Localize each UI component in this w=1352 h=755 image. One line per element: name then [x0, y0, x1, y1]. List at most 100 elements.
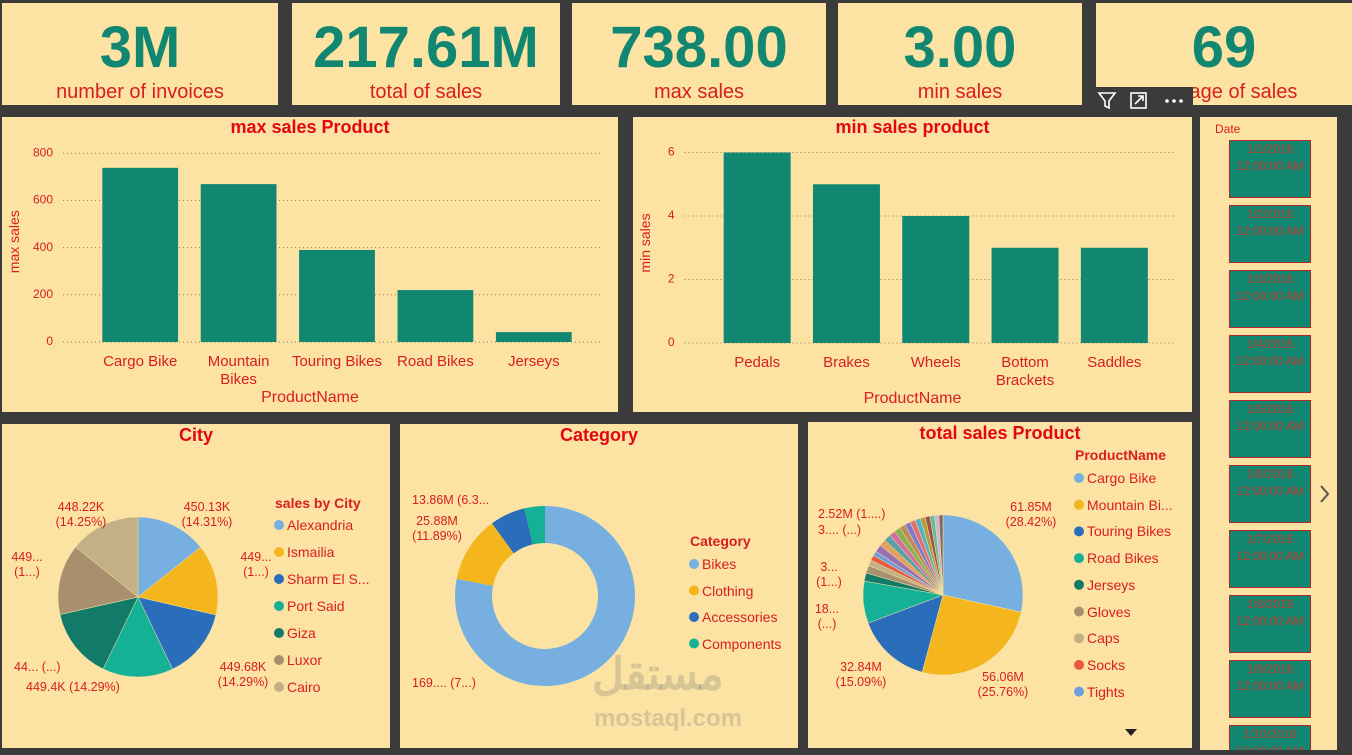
legend-marker [1074, 633, 1084, 644]
scroll-arrow[interactable] [1318, 483, 1332, 505]
kpi-value: 3.00 [903, 15, 1017, 80]
donut-panel-svg [455, 506, 699, 686]
slicer-item[interactable]: 1/3/2016 12:00:00 AM [1229, 270, 1311, 328]
pie-slice [867, 594, 944, 673]
x-tick-label: Road Bikes [397, 353, 474, 370]
legend-marker [1074, 579, 1084, 590]
y-tick-label: 4 [668, 208, 675, 222]
visual-toolbar[interactable] [1093, 87, 1193, 113]
watermark-latin: mostaql.com [594, 705, 743, 732]
legend-marker [1074, 526, 1084, 537]
more-dot[interactable] [1172, 99, 1176, 103]
slicer-item[interactable]: 1/6/2016 12:00:00 AM [1229, 465, 1311, 523]
legend-marker [274, 547, 284, 557]
more-dot[interactable] [1165, 99, 1169, 103]
pie-slice [75, 516, 139, 598]
slicer-item[interactable]: 1/4/2016 12:00:00 AM [1229, 335, 1311, 393]
legend-label: Port Said [287, 598, 345, 614]
slicer-title: Date [1215, 122, 1241, 136]
y-tick-label: 2 [668, 272, 675, 286]
legend-label: Cairo [287, 679, 321, 695]
legend-label: Tights [1087, 683, 1125, 700]
x-tick-label: Bottom Brackets [995, 354, 1055, 389]
legend-label: Components [702, 635, 782, 652]
legend-title: sales by City [275, 495, 361, 511]
pie-slice [455, 506, 635, 686]
legend-title: Category [690, 533, 751, 549]
legend-label: Clothing [702, 582, 754, 599]
bar [397, 290, 474, 342]
slicer-item[interactable]: 1/8/2016 12:00:00 AM [1229, 595, 1311, 653]
bar-panel-svg: 0 200 400 600 800 max sales [6, 145, 600, 348]
pie-slice [59, 596, 139, 670]
bar [723, 152, 791, 343]
chart-title: Category [559, 425, 639, 445]
date-slicer: Date 1/1/2016 12:00:00 AM 1/2/2016 12:00:0… [1200, 117, 1337, 750]
legend-label: Socks [1087, 656, 1126, 673]
more-dot[interactable] [1179, 99, 1183, 103]
legend-marker [1074, 686, 1084, 697]
bar-panel-svg: 0 2 4 6 min sales [637, 145, 1176, 349]
data-label: 449... (1...) [11, 550, 43, 579]
pie-slice [491, 508, 533, 554]
kpi-label: number of invoices [56, 81, 224, 103]
data-label: 449... (1...) [240, 550, 272, 579]
kpi-label: min sales [917, 81, 1003, 103]
data-label: 56.06M (25.76%) [977, 670, 1029, 699]
legend-marker [274, 520, 284, 530]
slicer-item[interactable]: 1/2/2016 12:00:00 AM [1229, 205, 1311, 263]
chart-title: total sales Product [919, 423, 1081, 443]
pie-slice [524, 506, 545, 545]
data-label: 32.84M (15.09%) [835, 660, 887, 689]
legend-label: Touring Bikes [1087, 523, 1172, 540]
legend-label: Accessories [702, 609, 778, 625]
donut-panel: Category 169.... (7...) 25.88M (11.89%) 13.… [400, 424, 798, 748]
kpi-value: 69 [1191, 15, 1257, 80]
kpi-label: total of sales [369, 81, 483, 103]
legend-label: Road Bikes [1087, 550, 1159, 567]
legend-marker [689, 638, 699, 649]
data-label: 18... (...) [814, 602, 840, 631]
pie-slice [57, 546, 139, 615]
pie-slice [456, 523, 514, 586]
slicer-item[interactable]: 1/9/2016 12:00:00 AM [1229, 660, 1311, 718]
chart-title: max sales Product [230, 117, 390, 137]
pie-slice [137, 546, 219, 616]
pie-panel: City 450.13K (14.31%) 449... (1...) 449.68K… [2, 424, 390, 748]
bar-panel: 0 2 4 6 min sales min sales product Pedals Brak… [633, 117, 1192, 412]
legend-more-arrow[interactable] [1124, 728, 1138, 738]
kpi-label: max sales [653, 81, 745, 103]
kpi-card: 3M number of invoices [2, 3, 278, 105]
y-tick-label: 6 [668, 145, 675, 159]
x-tick-label: Cargo Bike [103, 353, 178, 370]
kpi-value: 738.00 [610, 15, 788, 80]
bar [102, 167, 179, 342]
legend-label: Ismailia [287, 544, 335, 560]
focus-icon[interactable] [1130, 92, 1147, 109]
x-axis-title: ProductName [261, 389, 359, 406]
legend-marker [1074, 553, 1084, 564]
y-tick-label: 400 [33, 240, 53, 254]
data-label: 3... (1...) [816, 560, 842, 589]
y-axis-title: max sales [6, 210, 22, 273]
data-label: 449.68K (14.29%) [217, 660, 269, 689]
legend-marker [1074, 659, 1084, 670]
slicer-item[interactable]: 1/5/2016 12:00:00 AM [1229, 400, 1311, 458]
bar [200, 184, 277, 342]
data-label: 3.... (...) [818, 523, 862, 537]
slicer-item[interactable]: 1/10/2016 12:00:00 AM [1229, 725, 1311, 750]
legend-label: Luxor [287, 652, 323, 668]
y-tick-label: 0 [46, 334, 53, 348]
bar [1080, 247, 1148, 343]
legend-label: Alexandria [287, 517, 354, 533]
slicer-item[interactable]: 1/1/2016 12:00:00 AM [1229, 140, 1311, 198]
pie-slice [137, 516, 201, 598]
legend-label: Giza [287, 625, 316, 641]
filter-icon[interactable] [1097, 92, 1117, 110]
kpi-card: 217.61M total of sales [292, 3, 560, 105]
x-tick-label: Saddles [1087, 354, 1142, 371]
slicer-item[interactable]: 1/7/2016 12:00:00 AM [1229, 530, 1311, 588]
x-axis-title: ProductName [863, 390, 962, 407]
bar [299, 249, 375, 342]
x-tick-label: Mountain Bikes [207, 353, 270, 388]
